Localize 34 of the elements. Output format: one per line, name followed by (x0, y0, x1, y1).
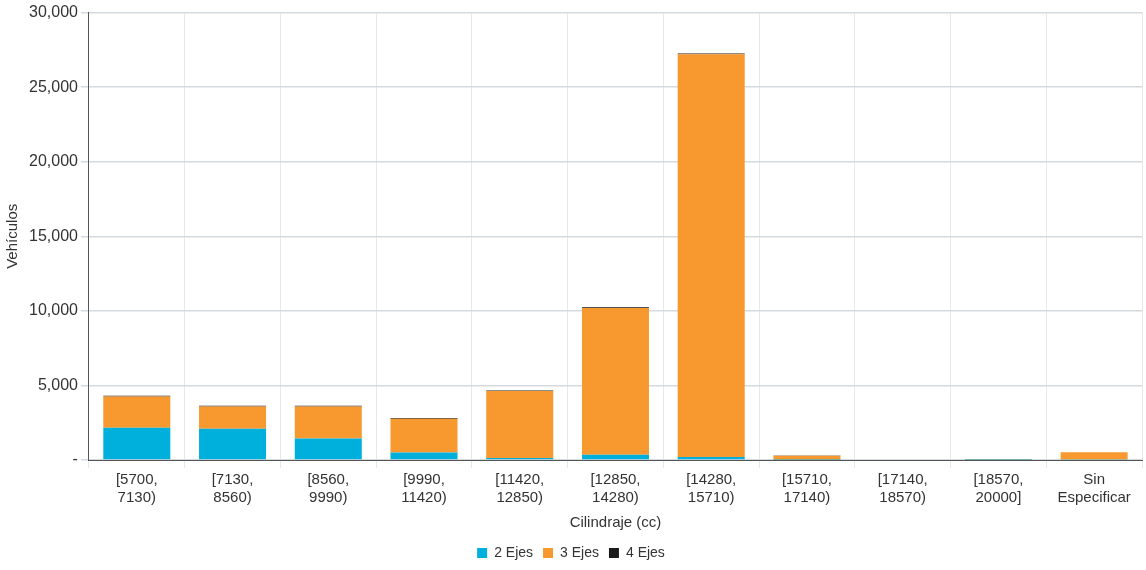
y-tick-label: 15,000 (29, 226, 79, 244)
category-label: 18570) (879, 488, 927, 506)
category-label: [15710, (781, 470, 832, 488)
category-label: 20000] (975, 488, 1022, 506)
y-tick-label: 30,000 (29, 3, 79, 21)
category-label: 12850) (496, 488, 544, 506)
category-label: [18570, (973, 470, 1024, 488)
y-tick-label: 10,000 (29, 301, 79, 319)
category-label: [17140, (877, 470, 928, 488)
y-axis-title: Vehículos (3, 203, 21, 269)
category-label: [9990, (403, 470, 445, 488)
category-label: Especificar (1057, 488, 1131, 506)
category-label: Sin (1083, 470, 1105, 488)
y-tick-label: - (72, 450, 78, 468)
category-label: [14280, (686, 470, 737, 488)
y-tick-label: 25,000 (29, 77, 79, 95)
category-label: 9990) (309, 488, 348, 506)
category-label: 15710) (687, 488, 735, 506)
legend-label: 2 Ejes (494, 543, 534, 560)
category-label: 11420) (401, 488, 447, 506)
category-label: 8560) (213, 488, 252, 506)
y-tick-label: 5,000 (37, 375, 79, 393)
category-label: [11420, (495, 470, 545, 488)
legend-label: 4 Ejes (625, 543, 665, 560)
x-axis-title: Cilindraje (cc) (569, 513, 662, 531)
category-label: 7130) (117, 488, 156, 506)
category-label: [8560, (307, 470, 350, 488)
y-tick-label: 20,000 (29, 152, 79, 170)
category-label: [7130, (211, 470, 254, 488)
category-label: 17140) (783, 488, 831, 506)
category-label: [12850, (590, 470, 641, 488)
legend-label: 3 Ejes (560, 543, 599, 560)
category-label: [5700, (115, 470, 158, 488)
category-label: 14280) (592, 488, 639, 506)
